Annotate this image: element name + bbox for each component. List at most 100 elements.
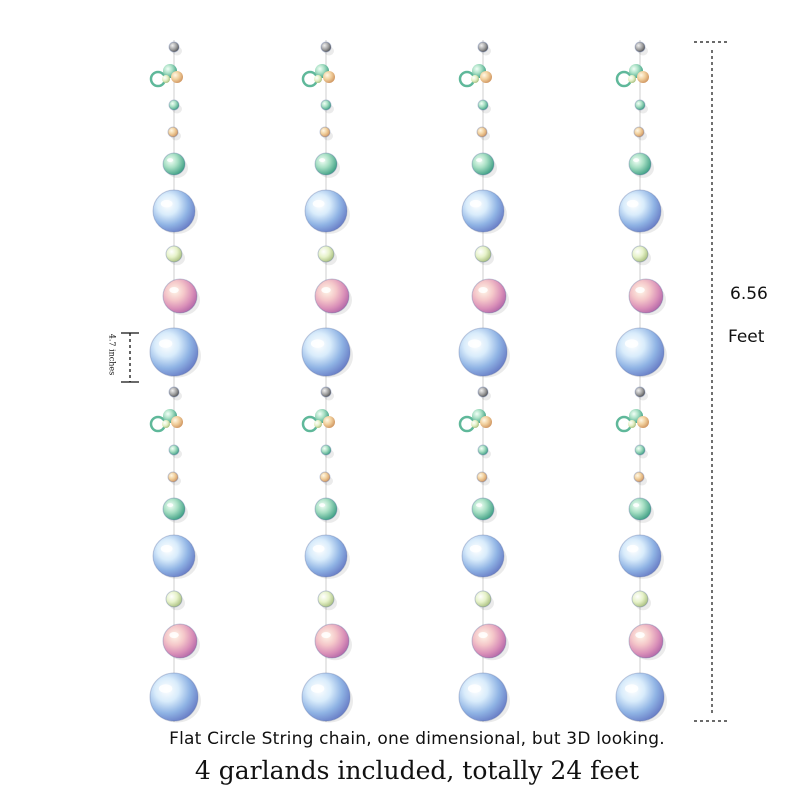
height-dimension [694, 41, 730, 722]
bead [168, 444, 180, 456]
bead-highlight [626, 199, 639, 208]
bead [474, 245, 492, 263]
bead-highlight [635, 286, 645, 294]
bead [634, 444, 646, 456]
bead [633, 471, 645, 483]
bead [461, 189, 505, 233]
bead [628, 278, 664, 314]
bead [461, 534, 505, 578]
bead-highlight [158, 684, 173, 693]
bead [471, 152, 495, 176]
bead [633, 126, 645, 138]
bead-highlight [319, 503, 326, 508]
bead-highlight [469, 199, 482, 208]
bead [314, 623, 350, 659]
bead [471, 623, 507, 659]
bead-highlight [321, 286, 331, 294]
bubble-cluster-icon [301, 64, 335, 88]
bead [458, 327, 508, 377]
bead [301, 327, 351, 377]
bubble-cluster-icon [458, 64, 492, 88]
bead-highlight [312, 199, 325, 208]
bead [165, 245, 183, 263]
bead [301, 672, 351, 722]
bubble-cluster-icon [149, 64, 183, 88]
bead-highlight [160, 199, 173, 208]
bead [162, 623, 198, 659]
bubble-cluster-icon [615, 64, 649, 88]
bead-highlight [624, 684, 639, 693]
bead-highlight [635, 631, 645, 639]
bead-highlight [310, 339, 325, 348]
bubble-cluster-icon [149, 409, 183, 433]
bead [149, 672, 199, 722]
bead [149, 327, 199, 377]
bead-highlight [476, 158, 483, 163]
bead [615, 672, 665, 722]
garland-strand [615, 40, 667, 723]
bead [168, 41, 180, 53]
bead [634, 41, 646, 53]
bead [477, 41, 489, 53]
bead-highlight [633, 503, 640, 508]
bubble-cluster-icon [301, 409, 335, 433]
bead [162, 497, 186, 521]
bead [634, 99, 646, 111]
bead [476, 126, 488, 138]
bead [458, 672, 508, 722]
bead-highlight [312, 544, 325, 553]
bead [320, 41, 332, 53]
bead-highlight [319, 158, 326, 163]
bead [167, 471, 179, 483]
bead [319, 126, 331, 138]
bead [168, 386, 180, 398]
bead-highlight [469, 544, 482, 553]
bead [314, 152, 338, 176]
bead [314, 497, 338, 521]
bead [320, 386, 332, 398]
bead-highlight [478, 631, 488, 639]
bead [476, 471, 488, 483]
bead-highlight [321, 631, 331, 639]
bead [628, 623, 664, 659]
bead-highlight [160, 544, 173, 553]
bead [162, 152, 186, 176]
bead [477, 99, 489, 111]
bead-highlight [626, 544, 639, 553]
bead [320, 444, 332, 456]
bead-highlight [467, 339, 482, 348]
bead [162, 278, 198, 314]
bead [320, 99, 332, 111]
bead [618, 189, 662, 233]
bead [152, 534, 196, 578]
bead-highlight [633, 158, 640, 163]
bead [634, 386, 646, 398]
bead-highlight [169, 286, 179, 294]
bead [319, 471, 331, 483]
caption-summary: 4 garlands included, totally 24 feet [194, 756, 640, 785]
bead [167, 126, 179, 138]
bead [631, 590, 649, 608]
bead-highlight [476, 503, 483, 508]
bead-highlight [310, 684, 325, 693]
bead [317, 245, 335, 263]
bead-highlight [624, 339, 639, 348]
bead [477, 386, 489, 398]
bead-highlight [169, 631, 179, 639]
caption-description: Flat Circle String chain, one dimensiona… [169, 729, 665, 749]
bead-highlight [158, 339, 173, 348]
bead [304, 534, 348, 578]
bead [471, 497, 495, 521]
garland-strand [149, 40, 201, 723]
bead [477, 444, 489, 456]
bead [628, 152, 652, 176]
bead [628, 497, 652, 521]
bubble-cluster-icon [458, 409, 492, 433]
bead-highlight [167, 503, 174, 508]
bubble-cluster-icon [615, 409, 649, 433]
bead [317, 590, 335, 608]
bead [615, 327, 665, 377]
bead [152, 189, 196, 233]
bead-highlight [467, 684, 482, 693]
